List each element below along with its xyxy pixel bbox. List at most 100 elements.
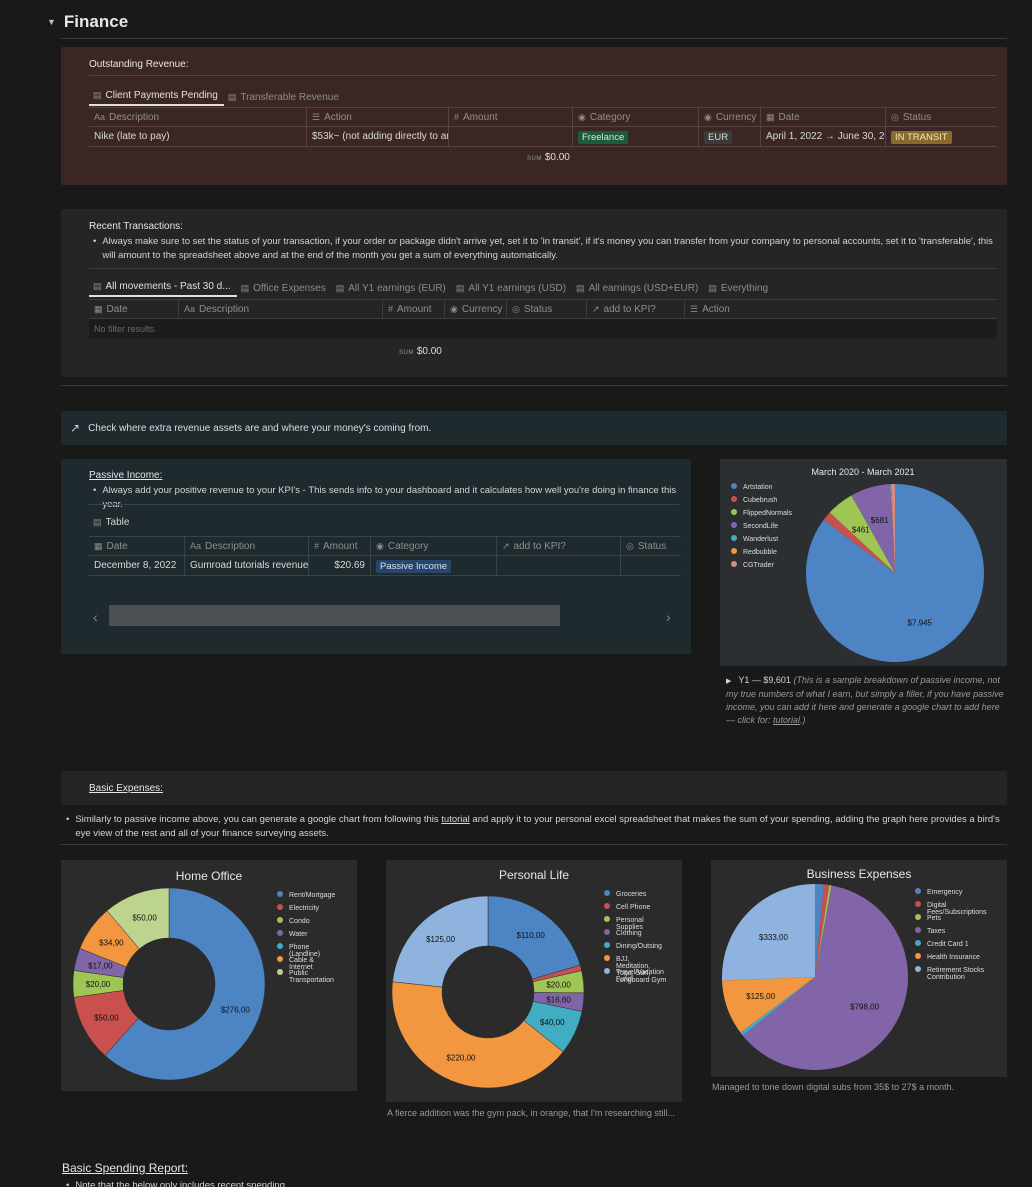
cell-description[interactable]: Gumroad tutorials revenue (185, 556, 309, 575)
legend-label: Supplies (616, 924, 643, 931)
category-tag: Passive Income (376, 560, 452, 573)
legend-label: Condo (289, 918, 310, 925)
cell-kpi[interactable] (497, 556, 621, 575)
passive-heading[interactable]: Passive Income: (89, 470, 163, 481)
pie-slice[interactable] (740, 977, 815, 1036)
spending-report-heading[interactable]: Basic Spending Report: (62, 1161, 189, 1175)
table-icon: ▤ (93, 90, 102, 100)
col-header[interactable]: Aa Description (179, 300, 383, 318)
page-heading[interactable]: ▼ Finance (47, 12, 128, 32)
pie-slice[interactable] (104, 887, 266, 1081)
col-header[interactable]: ◉ Currency (445, 300, 507, 318)
sum-calc[interactable]: SUM $0.00 (527, 152, 570, 163)
legend-label: Groceries (616, 891, 647, 898)
legend-label: (Landline) (289, 951, 320, 958)
tab-client-payments[interactable]: ▤ Client Payments Pending (89, 90, 224, 106)
calendar-icon: ▦ (94, 540, 103, 551)
callout-text: Check where extra revenue assets are and… (88, 422, 432, 434)
tab-office-expenses[interactable]: ▤ Office Expenses (240, 283, 326, 294)
col-header[interactable]: ▦ Date (761, 108, 886, 126)
horizontal-scrollbar[interactable] (109, 605, 560, 626)
col-header[interactable]: ◎ Status (507, 300, 587, 318)
col-header[interactable]: ▦ Date (89, 300, 179, 318)
pie-slice[interactable] (722, 884, 815, 981)
col-header[interactable]: ☰ Action (307, 108, 449, 126)
y1-toggle[interactable]: ▶ Y1 — $9,601 (This is a sample breakdown… (726, 674, 1007, 727)
legend-swatch (604, 916, 610, 922)
col-header[interactable]: ◎ Status (891, 111, 932, 123)
cell-date[interactable]: April 1, 2022 → June 30, 2022 (761, 127, 886, 146)
pie-slice[interactable] (890, 484, 895, 573)
tutorial-link[interactable]: tutorial (441, 814, 470, 825)
slice-label: $16,60 (546, 996, 571, 1005)
pie-slice[interactable] (742, 885, 908, 1070)
legend-swatch (731, 522, 737, 528)
col-header[interactable]: ◉ Category (371, 537, 497, 555)
slice-label: $40,00 (540, 1018, 565, 1027)
sum-calc[interactable]: SUM $0.00 (399, 346, 442, 357)
legend-swatch (277, 943, 283, 949)
pie-slice[interactable] (392, 895, 489, 988)
pie-slice[interactable] (722, 977, 815, 1033)
collapse-toggle-icon[interactable]: ▼ (47, 17, 56, 27)
col-header[interactable]: # Amount (449, 108, 573, 126)
pie-slice[interactable] (815, 884, 830, 977)
table-row[interactable]: Nike (late to pay) $53k~ (not adding dir… (89, 127, 997, 147)
cell-category[interactable]: Freelance (573, 127, 699, 146)
col-header[interactable]: ▦ Date (89, 537, 185, 555)
legend-swatch (277, 969, 283, 975)
tutorial-link[interactable]: tutorial (773, 715, 801, 725)
pie-slice[interactable] (851, 484, 895, 573)
scroll-left-icon[interactable]: ‹ (93, 609, 98, 625)
status-tag: IN TRANSIT (891, 131, 952, 144)
cell-status[interactable]: IN TRANSIT (886, 127, 997, 146)
cell-action[interactable]: $53k~ (not adding directly to amou (307, 127, 449, 146)
pie-slice[interactable] (890, 484, 895, 573)
col-header[interactable]: # Amount (383, 300, 445, 318)
cell-status[interactable] (621, 556, 681, 575)
tab-y1-usd[interactable]: ▤ All Y1 earnings (USD) (455, 283, 567, 294)
tab-y1-eur[interactable]: ▤ All Y1 earnings (EUR) (335, 283, 446, 294)
toggle-triangle-icon[interactable]: ▶ (726, 678, 732, 685)
table-icon: ▤ (93, 517, 102, 527)
cell-currency[interactable]: EUR (699, 127, 761, 146)
col-header[interactable]: ↗ add to KPI? (587, 300, 685, 318)
revenue-callout: ↗ Check where extra revenue assets are a… (61, 411, 1007, 445)
legend-swatch (915, 901, 921, 907)
col-header[interactable]: Aa Description (185, 537, 309, 555)
pie-slice[interactable] (815, 885, 832, 977)
legend-label: Cubebrush (743, 497, 777, 504)
cell-date[interactable]: December 8, 2022 (89, 556, 185, 575)
cell-amount[interactable] (449, 127, 573, 146)
pie-slice[interactable] (823, 512, 895, 573)
pie-slice[interactable] (391, 981, 564, 1089)
cell-amount[interactable]: $20.69 (309, 556, 371, 575)
cell-description[interactable]: Nike (late to pay) (89, 127, 307, 146)
legend-label: Digital (927, 902, 947, 909)
pie-slice[interactable] (891, 484, 895, 573)
basic-expenses-heading[interactable]: Basic Expenses: (89, 783, 163, 794)
col-header[interactable]: ☰ Action (690, 303, 730, 315)
cell-category[interactable]: Passive Income (371, 556, 497, 575)
pie-slice[interactable] (487, 895, 581, 980)
pie-slice[interactable] (106, 887, 170, 950)
col-header[interactable]: ◎ Status (626, 540, 667, 552)
legend-label: Travel/Vacation (616, 969, 664, 976)
col-header[interactable]: ◉ Category (573, 108, 699, 126)
tab-all-movements[interactable]: ▤ All movements - Past 30 d... (89, 281, 237, 297)
col-header[interactable]: ◉ Currency (699, 108, 761, 126)
tab-transferable[interactable]: ▤ Transferable Revenue (227, 92, 339, 103)
pie-slice[interactable] (829, 495, 895, 573)
view-tab-table[interactable]: ▤ Table (93, 517, 130, 528)
tab-everything[interactable]: ▤ Everything (708, 283, 769, 294)
col-header[interactable]: Aa Description (89, 108, 307, 126)
tab-all-earnings[interactable]: ▤ All earnings (USD+EUR) (576, 283, 699, 294)
outstanding-tabs: ▤ Client Payments Pending ▤ Transferable R… (89, 88, 345, 106)
outstanding-heading: Outstanding Revenue: (89, 59, 189, 70)
col-header[interactable]: # Amount (309, 537, 371, 555)
col-header[interactable]: ↗ add to KPI? (497, 537, 621, 555)
pie-slice[interactable] (815, 884, 824, 977)
business-caption: Managed to tone down digital subs from 3… (712, 1082, 955, 1092)
table-row[interactable]: December 8, 2022 Gumroad tutorials reven… (89, 556, 681, 576)
scroll-right-icon[interactable]: › (666, 609, 671, 625)
